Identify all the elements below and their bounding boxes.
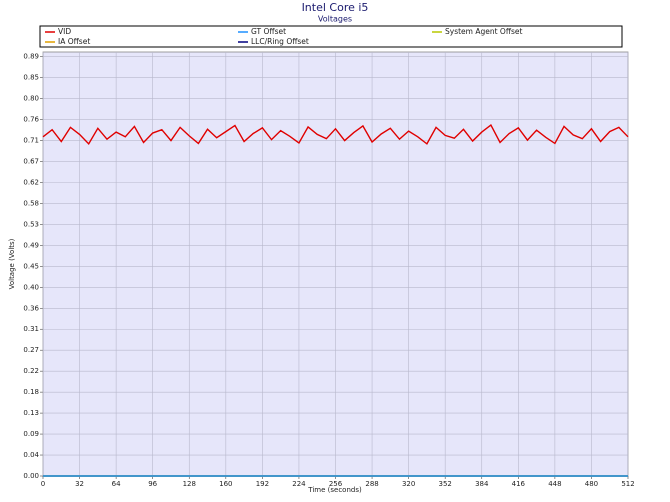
y-tick-label: 0.89 — [23, 53, 39, 61]
x-tick-label: 448 — [548, 480, 561, 488]
chart-subtitle: Voltages — [318, 15, 352, 24]
y-tick-label: 0.09 — [23, 430, 39, 438]
x-tick-label: 64 — [112, 480, 121, 488]
legend-label: GT Offset — [251, 27, 286, 36]
x-tick-label: 480 — [585, 480, 598, 488]
y-tick-label: 0.49 — [23, 241, 39, 249]
x-tick-label: 256 — [329, 480, 343, 488]
x-tick-label: 288 — [365, 480, 378, 488]
y-tick-label: 0.62 — [23, 178, 39, 186]
x-tick-label: 320 — [402, 480, 415, 488]
y-tick-label: 0.31 — [23, 325, 39, 333]
x-tick-label: 128 — [183, 480, 196, 488]
y-tick-label: 0.58 — [23, 199, 39, 207]
y-tick-label: 0.40 — [23, 283, 39, 291]
y-tick-label: 0.67 — [23, 158, 39, 166]
y-tick-label: 0.71 — [23, 137, 39, 145]
legend-label: LLC/Ring Offset — [251, 37, 309, 46]
legend-box — [39, 25, 623, 48]
series-line — [42, 123, 629, 146]
x-tick-label: 384 — [475, 480, 489, 488]
x-axis-label: Time (seconds) — [307, 486, 362, 494]
y-tick-label: 0.18 — [23, 388, 39, 396]
y-axis-label: Voltage (Volts) — [8, 238, 16, 289]
y-tick-label: 0.36 — [23, 304, 39, 312]
chart-title: Intel Core i5 — [302, 1, 369, 14]
x-tick-label: 0 — [41, 480, 45, 488]
x-tick-label: 96 — [148, 480, 157, 488]
y-tick-label: 0.85 — [23, 74, 39, 82]
y-tick-label: 0.00 — [23, 472, 39, 480]
y-tick-label: 0.45 — [23, 262, 39, 270]
y-tick-label: 0.76 — [23, 116, 39, 124]
x-tick-label: 416 — [512, 480, 526, 488]
x-tick-label: 192 — [256, 480, 269, 488]
x-tick-label: 512 — [621, 480, 634, 488]
legend-label: IA Offset — [58, 37, 90, 46]
y-tick-label: 0.04 — [23, 451, 39, 459]
legend-label: VID — [58, 27, 71, 36]
x-tick-label: 32 — [75, 480, 84, 488]
x-tick-label: 352 — [439, 480, 452, 488]
y-tick-label: 0.27 — [23, 346, 39, 354]
y-tick-label: 0.53 — [23, 220, 39, 228]
legend-label: System Agent Offset — [445, 27, 523, 36]
y-tick-label: 0.22 — [23, 367, 39, 375]
x-tick-label: 160 — [219, 480, 232, 488]
y-tick-label: 0.13 — [23, 409, 39, 417]
y-tick-label: 0.80 — [23, 95, 39, 103]
x-tick-label: 224 — [292, 480, 306, 488]
